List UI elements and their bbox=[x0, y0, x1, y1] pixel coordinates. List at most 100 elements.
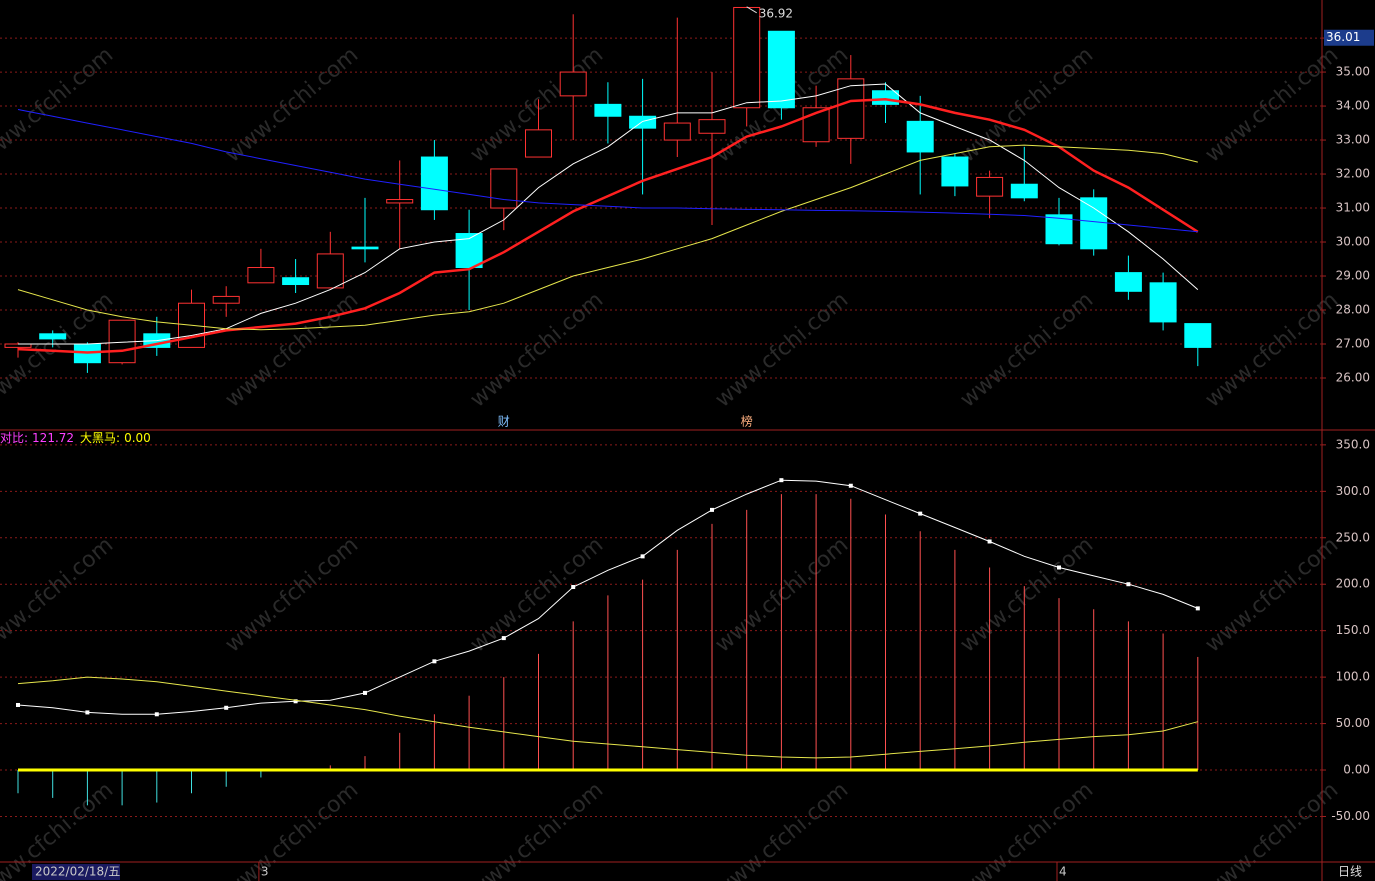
line-marker bbox=[640, 554, 645, 559]
x-tick-label: 2022/02/18/五 bbox=[35, 865, 120, 879]
x-tick-label: 3 bbox=[261, 865, 269, 879]
date-box bbox=[32, 864, 120, 880]
candle-body bbox=[525, 129, 552, 158]
y-tick-label: 200.0 bbox=[1336, 577, 1370, 591]
y-tick-label: 28.00 bbox=[1336, 303, 1370, 317]
period-label: 日线 bbox=[1338, 865, 1362, 879]
y-tick-label: 32.00 bbox=[1336, 167, 1370, 181]
candle-body bbox=[733, 6, 761, 109]
watermark: www.cfchi.com bbox=[466, 778, 608, 881]
line-marker bbox=[501, 636, 506, 641]
y-tick-label: 27.00 bbox=[1336, 337, 1370, 351]
candle-body bbox=[4, 343, 32, 348]
candle-body bbox=[247, 267, 275, 284]
legend-text: 0.00 bbox=[124, 431, 151, 445]
line-marker bbox=[1195, 606, 1200, 611]
line-marker bbox=[85, 710, 90, 715]
high-label: 36.92 bbox=[759, 6, 793, 20]
y-tick-label: 250.0 bbox=[1336, 530, 1370, 544]
candle-body bbox=[698, 119, 726, 134]
watermark: www.cfchi.com bbox=[221, 778, 363, 881]
y-tick-label: 29.00 bbox=[1336, 269, 1370, 283]
candle-body bbox=[316, 253, 344, 289]
candle-body bbox=[1114, 272, 1142, 292]
line-marker bbox=[224, 705, 229, 710]
ma-line bbox=[17, 98, 1199, 354]
y-tick-label: 0.00 bbox=[1343, 763, 1370, 777]
watermark: www.cfchi.com bbox=[466, 288, 608, 413]
line-marker bbox=[571, 585, 576, 590]
y-tick-label: 150.0 bbox=[1336, 623, 1370, 637]
y-tick-label: 30.00 bbox=[1336, 235, 1370, 249]
line-marker bbox=[293, 699, 298, 704]
current-label-box bbox=[1324, 29, 1374, 46]
event-marker: 财 bbox=[498, 415, 510, 429]
ma-line bbox=[17, 144, 1198, 331]
legend-text: 大黑马: bbox=[80, 431, 120, 445]
candle-body bbox=[976, 176, 1004, 197]
candle-body bbox=[212, 295, 240, 304]
x-tick-label: 4 bbox=[1059, 865, 1067, 879]
candle-body bbox=[351, 246, 379, 250]
candle-body bbox=[1080, 197, 1108, 250]
watermark: www.cfchi.com bbox=[0, 43, 118, 168]
watermark: www.cfchi.com bbox=[956, 778, 1098, 881]
line-marker bbox=[779, 478, 784, 483]
candle-body bbox=[629, 115, 657, 129]
y-tick-label: 35.00 bbox=[1336, 65, 1370, 79]
watermark: www.cfchi.com bbox=[466, 533, 608, 658]
candle-body bbox=[1010, 183, 1038, 199]
candle-body bbox=[594, 103, 622, 117]
y-tick-label: 100.0 bbox=[1336, 670, 1370, 684]
candle-body bbox=[837, 78, 865, 139]
watermark: www.cfchi.com bbox=[221, 43, 363, 168]
candle-body bbox=[490, 168, 518, 209]
watermark: www.cfchi.com bbox=[0, 533, 118, 658]
candle-body bbox=[1184, 323, 1212, 348]
y-tick-label: 50.00 bbox=[1336, 716, 1370, 730]
line-marker bbox=[16, 702, 20, 707]
line-marker bbox=[918, 511, 923, 516]
line-marker bbox=[848, 483, 853, 488]
candle-body bbox=[282, 277, 310, 286]
watermark: www.cfchi.com bbox=[711, 778, 853, 881]
y-tick-label: 33.00 bbox=[1336, 133, 1370, 147]
y-tick-label: -50.00 bbox=[1331, 809, 1370, 823]
line-marker bbox=[710, 507, 714, 512]
candle-body bbox=[420, 156, 448, 211]
watermark: www.cfchi.com bbox=[956, 288, 1098, 413]
y-tick-label: 34.00 bbox=[1336, 99, 1370, 113]
watermarks: www.cfchi.com www.cfchi.com www.cfchi.com w… bbox=[0, 43, 1343, 881]
candle-body bbox=[767, 30, 795, 109]
candle-body bbox=[386, 199, 414, 204]
watermark: www.cfchi.com bbox=[711, 288, 853, 413]
candle-body bbox=[906, 120, 934, 153]
legend-text: 121.72 bbox=[32, 431, 74, 445]
indicator-line bbox=[17, 479, 1198, 715]
watermark: www.cfchi.com bbox=[221, 533, 363, 658]
ma-line bbox=[18, 83, 1199, 345]
candle-body bbox=[39, 333, 67, 340]
indicator-line bbox=[17, 676, 1198, 759]
y-tick-label: 300.0 bbox=[1336, 484, 1370, 498]
candle-body bbox=[941, 156, 969, 187]
y-tick-label: 26.00 bbox=[1336, 370, 1370, 384]
watermark: www.cfchi.com bbox=[956, 533, 1098, 658]
high-arrow bbox=[746, 6, 757, 14]
current-label: 36.01 bbox=[1326, 30, 1360, 44]
line-marker bbox=[154, 712, 159, 717]
event-marker: 榜 bbox=[741, 414, 753, 429]
legend-text: 对比: bbox=[0, 431, 28, 445]
line-marker bbox=[987, 539, 992, 544]
line-marker bbox=[432, 659, 437, 664]
watermark: www.cfchi.com bbox=[221, 288, 363, 413]
line-marker bbox=[1126, 582, 1131, 587]
y-tick-label: 350.0 bbox=[1336, 437, 1370, 451]
y-tick-label: 31.00 bbox=[1336, 201, 1370, 215]
line-marker bbox=[1057, 565, 1061, 570]
candle-body bbox=[559, 71, 587, 97]
candle-body bbox=[1149, 282, 1177, 323]
line-marker bbox=[363, 690, 367, 695]
